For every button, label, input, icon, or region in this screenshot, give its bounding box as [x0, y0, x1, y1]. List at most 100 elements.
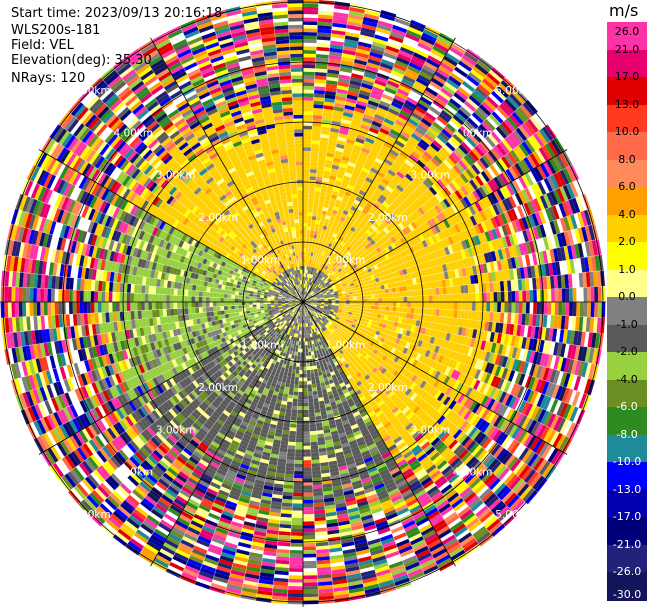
velocity-cell: [316, 43, 331, 48]
velocity-cell: [501, 100, 515, 115]
velocity-cell: [303, 96, 314, 101]
velocity-cell: [461, 302, 465, 311]
velocity-cell: [333, 274, 338, 279]
velocity-cell: [326, 189, 333, 195]
velocity-cell: [303, 377, 308, 382]
velocity-cell: [303, 93, 314, 98]
velocity-cell: [369, 233, 376, 240]
velocity-cell: [303, 363, 307, 367]
velocity-cell: [497, 291, 501, 302]
velocity-cell: [325, 271, 330, 276]
velocity-cell: [336, 140, 346, 146]
velocity-cell: [377, 20, 394, 29]
velocity-cell: [398, 168, 408, 177]
velocity-cell: [355, 196, 363, 203]
velocity-cell: [303, 391, 308, 396]
velocity-cell: [297, 395, 303, 400]
velocity-cell: [384, 208, 393, 216]
velocity-cell: [328, 134, 339, 141]
velocity-cell: [326, 76, 339, 82]
velocity-cell: [310, 151, 319, 156]
velocity-cell: [303, 219, 308, 223]
velocity-cell: [344, 104, 356, 111]
velocity-cell: [322, 283, 327, 288]
velocity-cell: [309, 179, 316, 184]
velocity-cell: [303, 524, 315, 529]
velocity-cell: [320, 281, 325, 286]
velocity-cell: [319, 235, 325, 241]
velocity-cell: [443, 125, 455, 137]
velocity-cell: [445, 52, 460, 64]
velocity-cell: [305, 296, 309, 300]
velocity-cell: [457, 128, 469, 140]
velocity-cell: [420, 117, 433, 128]
velocity-cell: [307, 251, 311, 256]
velocity-cell: [324, 90, 337, 96]
velocity-cell: [311, 466, 321, 471]
velocity-cell: [341, 155, 350, 162]
velocity-cell: [410, 296, 415, 302]
velocity-cell: [359, 123, 371, 131]
velocity-cell: [346, 24, 362, 31]
velocity-cell: [363, 205, 371, 212]
velocity-cell: [326, 258, 331, 263]
velocity-cell: [461, 293, 465, 302]
velocity-cell: [363, 13, 380, 21]
velocity-cell: [368, 227, 375, 234]
velocity-cell: [391, 163, 401, 171]
velocity-cell: [403, 296, 408, 302]
velocity-cell: [303, 39, 317, 44]
velocity-cell: [450, 151, 461, 163]
velocity-cell: [343, 248, 349, 254]
velocity-cell: [343, 145, 354, 152]
velocity-cell: [344, 191, 352, 197]
velocity-cell: [318, 279, 323, 284]
velocity-cell: [371, 120, 383, 128]
velocity-cell: [352, 114, 364, 121]
velocity-cell: [379, 127, 390, 136]
velocity-cell: [327, 268, 332, 273]
velocity-cell: [330, 197, 337, 203]
velocity-cell: [425, 302, 429, 309]
velocity-cell: [299, 359, 303, 364]
velocity-cell: [346, 200, 354, 206]
velocity-cell: [361, 147, 371, 155]
velocity-cell: [396, 136, 407, 146]
velocity-cell: [317, 21, 333, 27]
velocity-cell: [378, 65, 393, 74]
velocity-cell: [303, 571, 318, 576]
velocity-cell: [382, 297, 386, 302]
velocity-cell: [487, 133, 499, 146]
velocity-cell: [384, 114, 397, 123]
velocity-cell: [314, 79, 327, 84]
velocity-cell: [439, 176, 449, 187]
velocity-cell: [304, 269, 307, 274]
velocity-cell: [366, 220, 373, 228]
velocity-cell: [314, 187, 322, 192]
velocity-cell: [303, 402, 309, 407]
velocity-cell: [436, 68, 451, 79]
velocity-cell: [385, 155, 396, 164]
velocity-cell: [307, 293, 311, 297]
velocity-cell: [444, 171, 455, 182]
velocity-cell: [358, 173, 367, 181]
velocity-cell: [385, 172, 394, 180]
velocity-cell: [373, 140, 384, 149]
velocity-cell: [375, 209, 383, 217]
velocity-cell: [415, 144, 426, 154]
velocity-cell: [303, 600, 319, 605]
velocity-cell: [303, 384, 308, 389]
velocity-cell: [474, 145, 485, 158]
velocity-cell: [511, 302, 516, 314]
velocity-cell: [400, 178, 409, 187]
velocity-cell: [313, 104, 324, 109]
velocity-cell: [341, 197, 349, 204]
velocity-cell: [303, 550, 317, 554]
velocity-cell: [305, 258, 308, 263]
velocity-cell: [428, 160, 438, 170]
velocity-cell: [307, 384, 313, 389]
velocity-cell: [319, 144, 328, 150]
velocity-cell: [385, 297, 390, 302]
velocity-cell: [367, 58, 381, 66]
velocity-cell: [524, 254, 531, 267]
